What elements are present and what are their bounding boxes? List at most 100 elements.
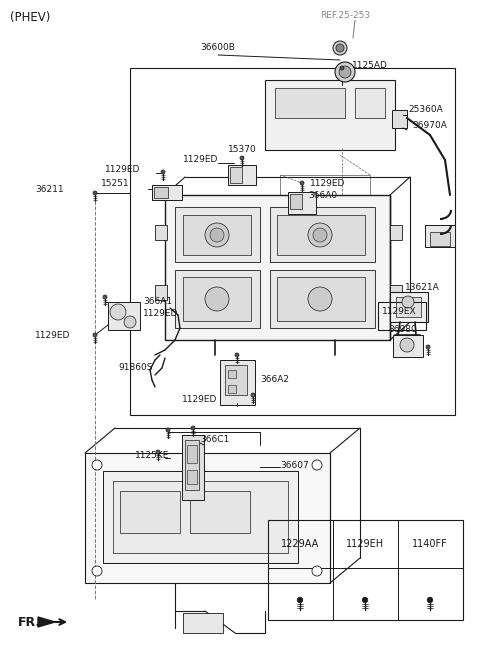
Bar (275, 88, 345, 118)
Bar (108, 302, 140, 330)
Bar (270, 270, 375, 328)
Bar (152, 185, 182, 200)
Bar (392, 110, 407, 128)
Text: 1129ED: 1129ED (182, 395, 218, 405)
Text: 91860S: 91860S (118, 364, 153, 372)
Bar (390, 225, 402, 240)
Text: 36607: 36607 (280, 461, 309, 469)
Bar (190, 491, 250, 533)
Bar (228, 385, 236, 393)
Bar (225, 365, 247, 395)
Circle shape (402, 296, 414, 308)
Bar (425, 225, 455, 247)
Circle shape (240, 156, 244, 160)
Bar (183, 215, 251, 255)
Bar (220, 360, 255, 405)
Text: 1129ED: 1129ED (182, 156, 218, 165)
Text: 36600B: 36600B (201, 43, 235, 53)
Circle shape (166, 428, 170, 432)
Text: 36970A: 36970A (412, 121, 447, 130)
Text: FR.: FR. (18, 616, 41, 629)
Text: (PHEV): (PHEV) (10, 11, 50, 24)
Bar (277, 277, 365, 321)
Bar (355, 88, 385, 118)
Bar (277, 215, 365, 255)
Circle shape (156, 450, 160, 454)
Circle shape (336, 44, 344, 52)
Bar (268, 520, 463, 620)
Circle shape (251, 393, 255, 397)
Text: 36211: 36211 (35, 185, 64, 194)
Bar (280, 175, 370, 230)
Bar (183, 277, 251, 321)
Bar (288, 192, 316, 214)
Bar (270, 207, 375, 262)
Bar (185, 440, 199, 490)
Text: 15370: 15370 (228, 146, 257, 154)
Circle shape (92, 566, 102, 576)
Text: 15251: 15251 (101, 179, 130, 188)
Text: 1129ED: 1129ED (105, 165, 140, 175)
Bar (183, 613, 223, 633)
Circle shape (297, 597, 303, 603)
Circle shape (362, 597, 368, 603)
Circle shape (110, 304, 126, 320)
Bar (230, 167, 242, 183)
Text: 25360A: 25360A (408, 105, 443, 115)
Bar (228, 165, 256, 185)
Circle shape (333, 41, 347, 55)
Text: 1129ED: 1129ED (310, 179, 346, 188)
Bar (103, 471, 298, 563)
Circle shape (205, 287, 229, 311)
Text: 366A2: 366A2 (260, 376, 289, 384)
Text: 1229AA: 1229AA (281, 539, 319, 549)
Circle shape (300, 181, 304, 185)
Circle shape (124, 316, 136, 328)
Text: 36980: 36980 (388, 326, 417, 335)
Bar (154, 187, 168, 198)
Bar (113, 481, 288, 553)
Text: 13621A: 13621A (405, 283, 440, 293)
Circle shape (312, 460, 322, 470)
Text: REF.25-253: REF.25-253 (320, 11, 370, 20)
Bar (187, 470, 197, 484)
Circle shape (161, 170, 165, 174)
Bar (396, 297, 421, 317)
Bar (85, 453, 330, 583)
Circle shape (427, 597, 433, 603)
Text: 366C1: 366C1 (200, 436, 229, 445)
Circle shape (191, 426, 195, 430)
Bar (165, 195, 390, 340)
Bar (228, 370, 236, 378)
Text: 1125KE: 1125KE (135, 451, 169, 459)
Circle shape (93, 333, 97, 337)
Bar (390, 292, 428, 322)
Bar (290, 194, 302, 209)
Text: 366A0: 366A0 (308, 192, 337, 200)
Circle shape (205, 223, 229, 247)
Bar (155, 225, 167, 240)
Circle shape (92, 460, 102, 470)
Text: 1125AD: 1125AD (352, 61, 388, 69)
Text: 1129ED: 1129ED (143, 308, 179, 318)
Bar (175, 270, 260, 328)
Circle shape (235, 353, 239, 357)
Circle shape (312, 566, 322, 576)
Bar (130, 68, 455, 415)
Circle shape (308, 223, 332, 247)
Circle shape (103, 295, 107, 299)
Circle shape (313, 228, 327, 242)
Polygon shape (38, 617, 55, 627)
Bar (378, 302, 426, 330)
Circle shape (93, 191, 97, 195)
Circle shape (339, 66, 351, 78)
Text: 1129EH: 1129EH (346, 539, 384, 549)
Text: 1140FF: 1140FF (412, 539, 448, 549)
Bar (265, 80, 395, 150)
Bar (393, 335, 423, 357)
Circle shape (210, 228, 224, 242)
Bar (390, 285, 402, 300)
Bar (175, 207, 260, 262)
Circle shape (426, 345, 430, 349)
Bar (182, 435, 204, 500)
